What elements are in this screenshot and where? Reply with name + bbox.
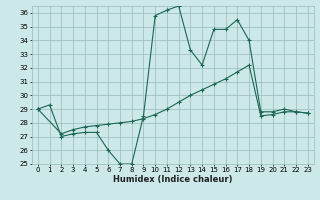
X-axis label: Humidex (Indice chaleur): Humidex (Indice chaleur) <box>113 175 233 184</box>
